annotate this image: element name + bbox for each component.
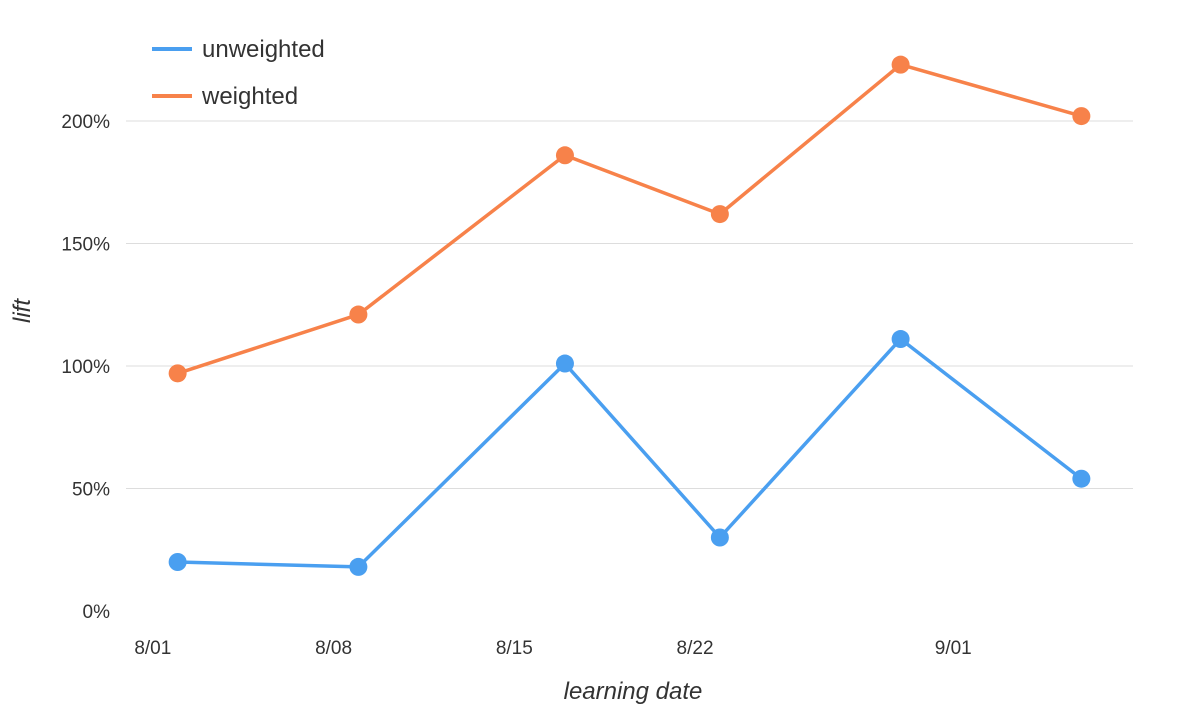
data-point-weighted[interactable] [349,305,368,324]
x-tick-label: 8/01 [134,638,171,659]
y-axis-ticks: 0% 50% 100% 150% 200% [61,112,110,623]
y-tick-label: 50% [72,480,110,501]
legend-label: unweighted [202,36,325,63]
series-layer [168,55,1091,576]
data-point-weighted[interactable] [1072,107,1091,126]
data-point-unweighted[interactable] [168,553,187,571]
series-line-weighted [177,62,1082,376]
data-point-weighted[interactable] [891,55,910,74]
y-tick-label: 150% [61,235,110,256]
x-tick-label: 8/22 [677,638,714,659]
y-axis-title: lift [9,298,36,323]
y-tick-label: 100% [61,357,110,378]
x-tick-label: 8/08 [315,638,352,659]
legend-label: weighted [201,83,298,110]
series-unweighted [168,330,1091,576]
data-point-unweighted[interactable] [555,354,574,373]
y-tick-label: 0% [83,602,111,623]
data-point-weighted[interactable] [710,205,729,224]
data-point-unweighted[interactable] [710,528,729,547]
x-axis-title: learning date [564,678,703,705]
legend: unweighted weighted [152,36,325,110]
data-point-weighted[interactable] [168,364,187,383]
data-point-unweighted[interactable] [891,330,910,349]
series-weighted [168,55,1091,383]
series-line-unweighted [177,337,1083,569]
x-tick-label: 9/01 [935,638,972,659]
grid-layer [126,120,1133,489]
legend-item-unweighted[interactable]: unweighted [152,36,325,63]
x-axis-ticks: 8/01 8/08 8/15 8/22 9/01 [134,638,971,659]
data-point-unweighted[interactable] [1072,469,1091,488]
x-tick-label: 8/15 [496,638,533,659]
data-point-unweighted[interactable] [349,557,368,576]
y-tick-label: 200% [61,112,110,133]
legend-item-weighted[interactable]: weighted [152,83,298,110]
data-point-weighted[interactable] [555,146,574,165]
